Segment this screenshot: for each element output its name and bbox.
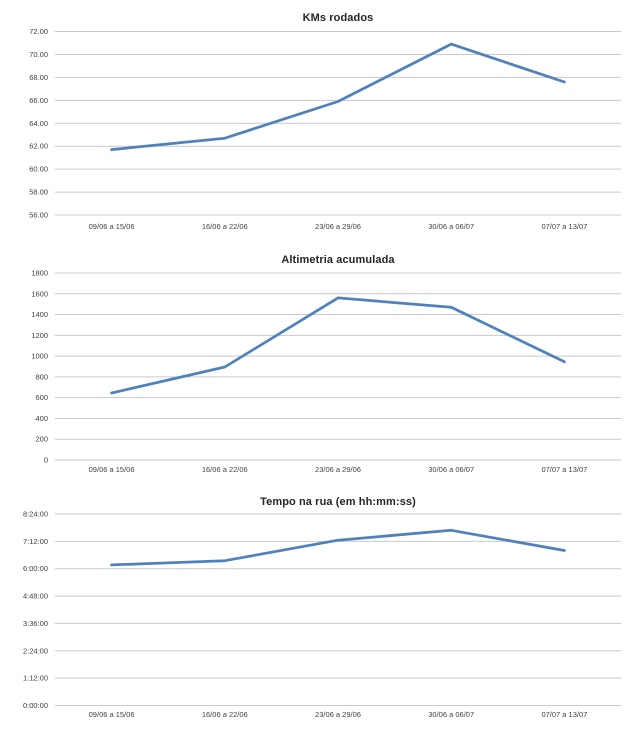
series-line <box>110 528 566 567</box>
altimetria-acumulada-line-chart: 1800 1600 1400 1200 1000 800 600 400 200 0 09/06 a… <box>31 269 621 474</box>
y-tick-label: 1200 <box>31 331 48 340</box>
x-category-label: 23/06 a 29/06 <box>315 710 361 719</box>
y-tick-label: 6:00:00 <box>23 564 48 573</box>
chart-title-kms-rodados: KMs rodados <box>302 12 374 24</box>
chart-title-tempo-na-rua: Tempo na rua (em hh:mm:ss) <box>260 496 416 508</box>
series-line <box>110 42 566 151</box>
y-tick-label: 56.00 <box>29 211 48 220</box>
y-tick-label: 72.00 <box>29 27 48 36</box>
x-category-label: 30/06 a 06/07 <box>428 710 474 719</box>
chart-tempo-na-rua: Tempo na rua (em hh:mm:ss) 8:24:00 7:12:0… <box>0 490 639 733</box>
chart-altimetria-acumulada: Altimetria acumulada 1800 1600 1400 1200 100… <box>0 244 639 490</box>
x-category-label: 30/06 a 06/07 <box>428 222 474 231</box>
x-category-label: 07/07 a 13/07 <box>541 710 587 719</box>
y-tick-label: 4:48:00 <box>23 592 48 601</box>
y-tick-label: 7:12:00 <box>23 537 48 546</box>
y-tick-label: 0 <box>44 456 48 465</box>
y-tick-label: 1600 <box>31 289 48 298</box>
x-category-label: 09/06 a 15/06 <box>89 710 135 719</box>
y-tick-label: 400 <box>35 414 48 423</box>
y-tick-label: 0:00:00 <box>23 701 48 710</box>
y-tick-label: 3:36:00 <box>23 619 48 628</box>
x-category-label: 07/07 a 13/07 <box>541 222 587 231</box>
x-category-label: 07/07 a 13/07 <box>541 465 587 474</box>
y-tick-label: 1000 <box>31 352 48 361</box>
y-tick-label: 68.00 <box>29 73 48 82</box>
y-tick-label: 70.00 <box>29 50 48 59</box>
x-category-label: 30/06 a 06/07 <box>428 465 474 474</box>
y-tick-label: 66.00 <box>29 96 48 105</box>
y-tick-label: 800 <box>35 372 48 381</box>
series-line <box>110 296 566 395</box>
y-tick-label: 8:24:00 <box>23 510 48 519</box>
x-category-label: 16/06 a 22/06 <box>202 465 248 474</box>
y-tick-label: 1:12:00 <box>23 674 48 683</box>
y-tick-label: 200 <box>35 435 48 444</box>
y-tick-label: 60.00 <box>29 165 48 174</box>
x-category-label: 09/06 a 15/06 <box>89 222 135 231</box>
y-tick-label: 2:24:00 <box>23 646 48 655</box>
x-category-label: 16/06 a 22/06 <box>202 710 248 719</box>
x-category-label: 09/06 a 15/06 <box>89 465 135 474</box>
x-category-label: 23/06 a 29/06 <box>315 222 361 231</box>
y-tick-label: 62.00 <box>29 142 48 151</box>
y-tick-label: 58.00 <box>29 188 48 197</box>
y-tick-label: 600 <box>35 393 48 402</box>
chart-title-altimetria-acumulada: Altimetria acumulada <box>281 254 395 266</box>
chart-kms-rodados: KMs rodados 72.00 70.00 68.00 66.00 64.00 62.… <box>0 0 639 244</box>
y-tick-label: 64.00 <box>29 119 48 128</box>
kms-rodados-line-chart: 72.00 70.00 68.00 66.00 64.00 62.00 60.00 58.00… <box>29 27 621 231</box>
y-tick-label: 1800 <box>31 269 48 278</box>
tempo-na-rua-line-chart: 8:24:00 7:12:00 6:00:00 4:48:00 3:36:00 2:24:… <box>23 510 621 719</box>
y-tick-label: 1400 <box>31 310 48 319</box>
x-category-label: 23/06 a 29/06 <box>315 465 361 474</box>
x-category-label: 16/06 a 22/06 <box>202 222 248 231</box>
